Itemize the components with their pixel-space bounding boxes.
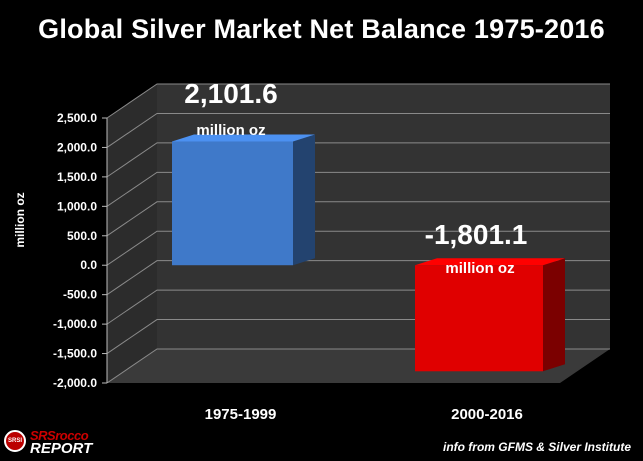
y-tick-label: 2,000.0	[57, 140, 97, 154]
logo-line-2: REPORT	[30, 440, 93, 457]
data-label-unit: million oz	[196, 122, 265, 139]
y-tick-label: 1,000.0	[57, 199, 97, 213]
gridline	[106, 112, 610, 148]
gridline	[106, 171, 610, 207]
chart-title: Global Silver Market Net Balance 1975-20…	[38, 14, 605, 44]
data-label-unit: million oz	[445, 260, 514, 277]
data-label-value: 2,101.6	[184, 78, 277, 109]
source-note: info from GFMS & Silver Institute	[442, 440, 631, 454]
gridline	[106, 142, 610, 178]
bar-front-face	[415, 265, 543, 372]
bar-top-face	[172, 134, 315, 142]
chart-side-wall	[107, 84, 157, 383]
bar-positive	[172, 134, 315, 266]
y-tick-label: 1,500.0	[57, 170, 97, 184]
gridline	[106, 201, 610, 237]
x-category-label: 1975-1999	[205, 406, 277, 423]
bar-negative	[415, 258, 565, 372]
bar-front-face	[172, 141, 293, 266]
logo-badge-icon: SRSI	[4, 430, 26, 452]
bar-top-face	[415, 258, 565, 266]
y-tick-label: 2,500.0	[57, 111, 97, 125]
bar-side-face	[543, 258, 565, 372]
gridline	[106, 230, 610, 266]
srsrocco-report-logo: SRSI SRSrocco REPORT	[4, 428, 130, 458]
y-tick-label: -2,000.0	[53, 376, 97, 390]
y-tick-label: 500.0	[67, 229, 97, 243]
y-tick-label: -500.0	[63, 288, 97, 302]
y-tick-label: -1,000.0	[53, 317, 97, 331]
x-category-label: 2000-2016	[451, 406, 523, 423]
data-label-value: -1,801.1	[425, 219, 528, 250]
bar-side-face	[293, 134, 315, 266]
gridline	[106, 83, 610, 119]
y-tick-label: 0.0	[80, 258, 97, 272]
y-tick-label: -1,500.0	[53, 347, 97, 361]
logo-line-1: SRSrocco	[30, 428, 89, 443]
y-axis-label: million oz	[13, 192, 27, 247]
